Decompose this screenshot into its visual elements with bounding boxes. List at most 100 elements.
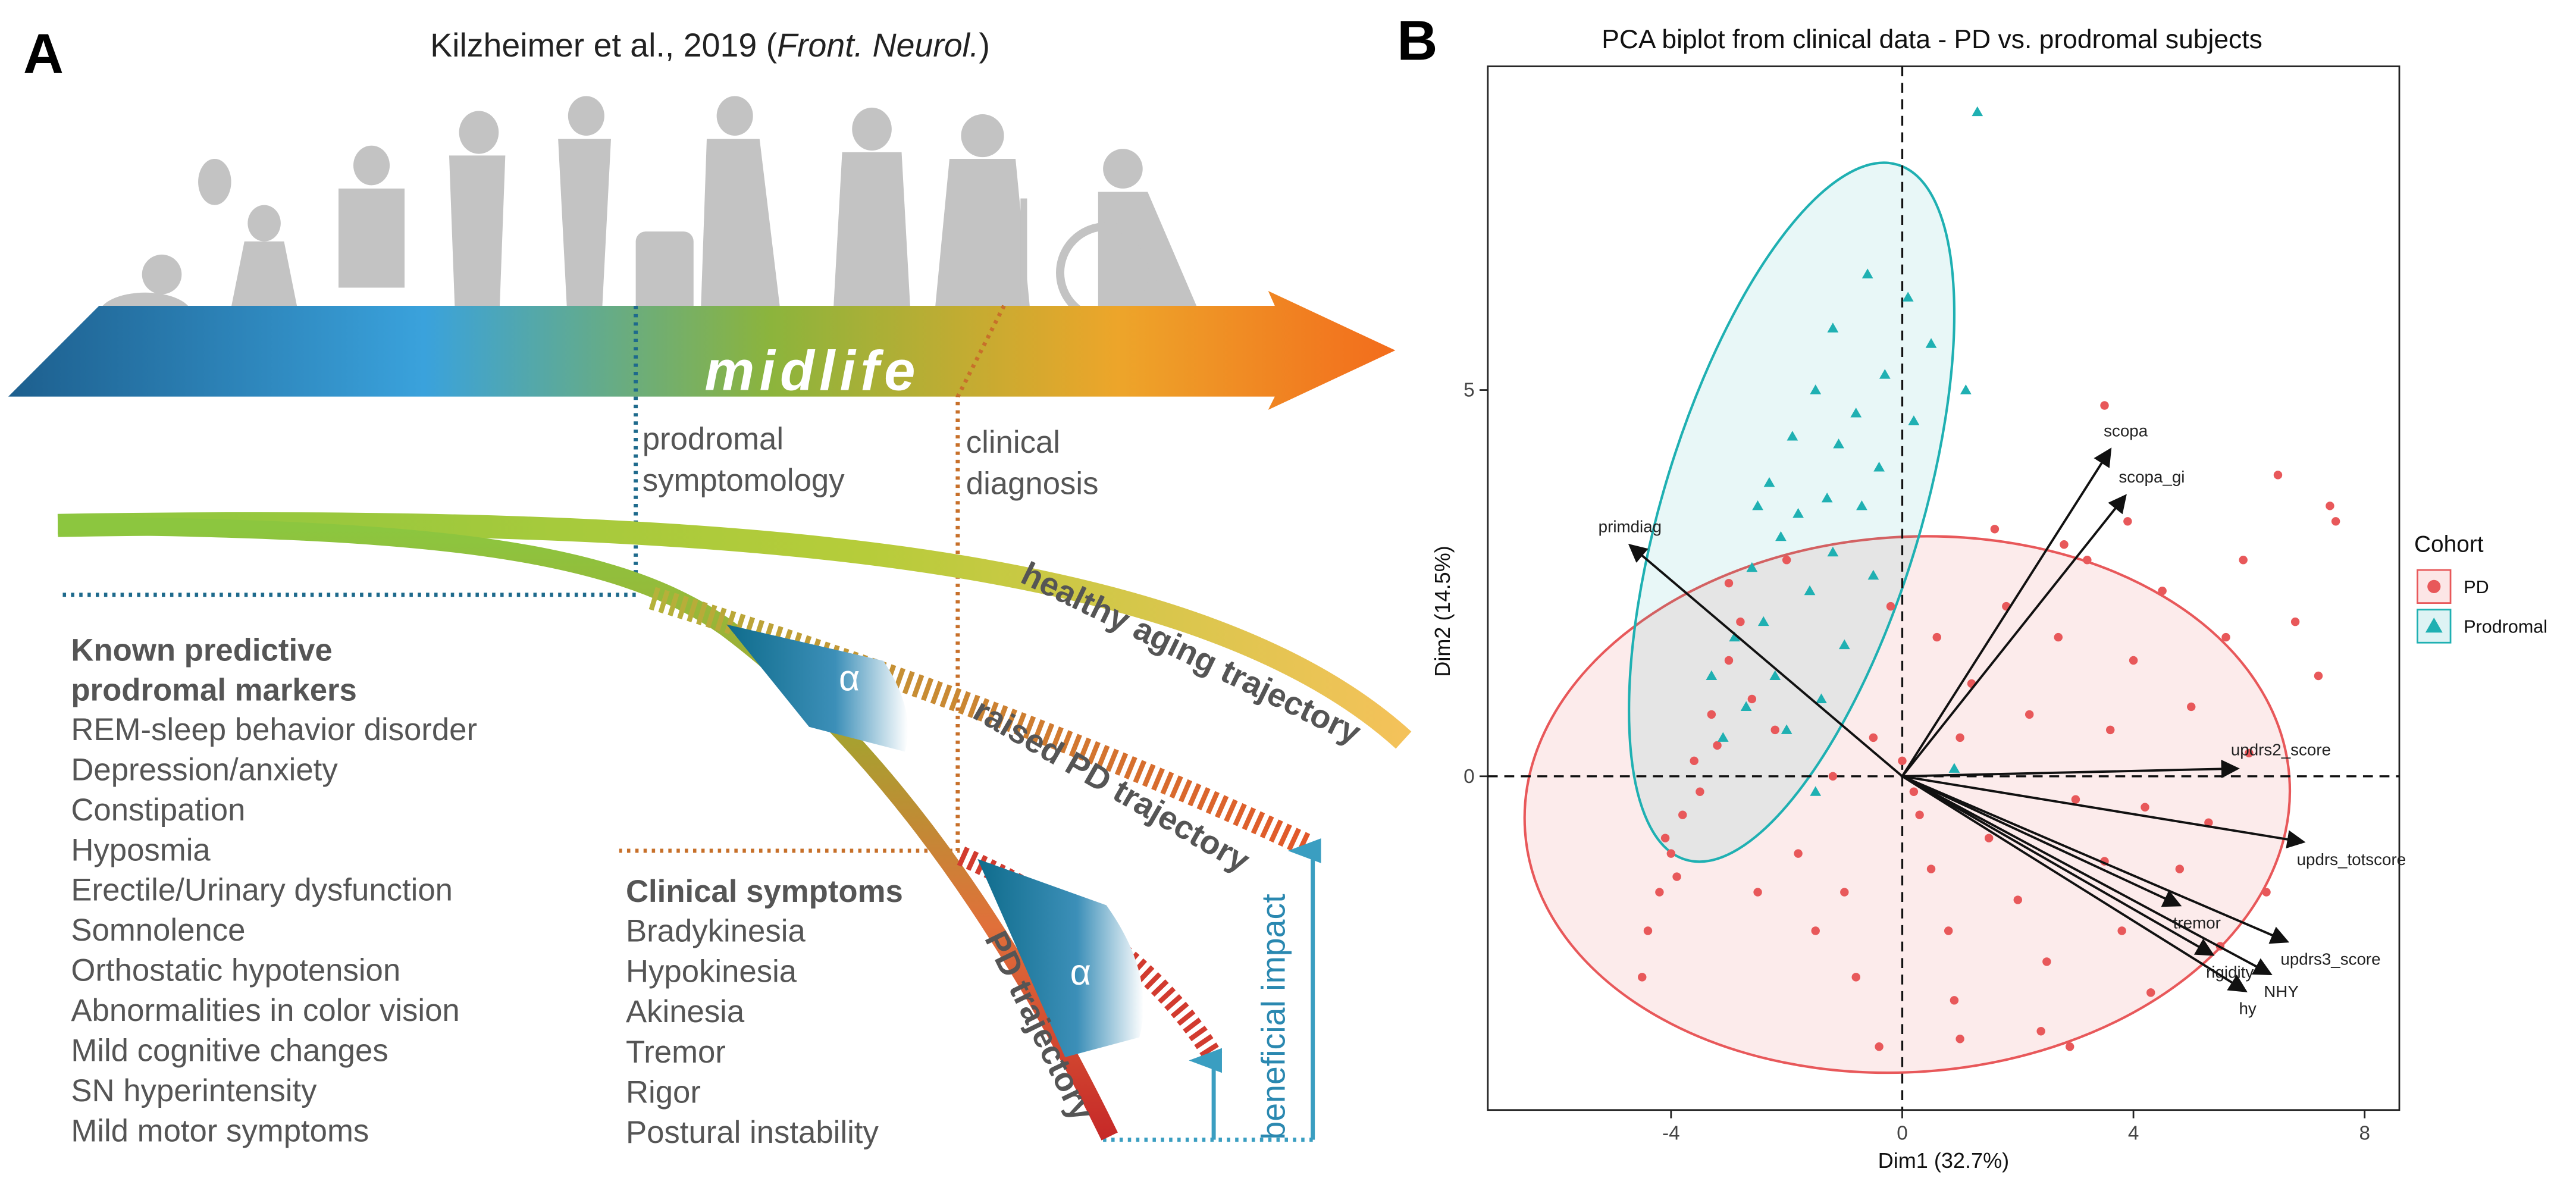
plot-frame xyxy=(1487,65,2400,1111)
legend-label: Prodromal xyxy=(2464,617,2547,637)
loading-label: scopa_gi xyxy=(2119,468,2185,486)
point xyxy=(1948,763,1960,773)
point xyxy=(1944,926,1953,935)
panel-label: B xyxy=(1397,9,1437,71)
symptom-item: Bradykinesia xyxy=(626,914,806,949)
point xyxy=(1873,462,1885,472)
symptom-item: Rigor xyxy=(626,1075,701,1110)
loading-arrow xyxy=(1628,544,1903,778)
point xyxy=(1746,562,1758,572)
point xyxy=(2146,988,2155,997)
point xyxy=(1850,408,1862,418)
point xyxy=(1915,810,1924,819)
point xyxy=(1752,500,1763,510)
point xyxy=(1740,701,1752,711)
stage-label: prodromal xyxy=(643,421,784,456)
point xyxy=(1782,556,1791,565)
point xyxy=(1775,531,1787,541)
loading-label: rigidity xyxy=(2206,963,2254,982)
point xyxy=(2326,502,2334,510)
stage-label: diagnosis xyxy=(966,466,1099,501)
marker-item: Erectile/Urinary dysfunction xyxy=(71,873,453,908)
point xyxy=(1875,1042,1884,1051)
point xyxy=(1926,864,1936,873)
healthy-label: healthy aging trajectory xyxy=(1016,555,1367,751)
marker-item: Mild motor symptoms xyxy=(71,1113,369,1148)
loading-label: updrs2_score xyxy=(2231,741,2331,759)
point xyxy=(1810,384,1822,394)
silhouettes xyxy=(99,96,1198,336)
point xyxy=(1821,492,1833,503)
midlife-label: midlife xyxy=(704,340,920,402)
point xyxy=(1925,338,1937,348)
point xyxy=(2204,818,2213,827)
point xyxy=(1672,872,1681,881)
marker-item: Somnolence xyxy=(71,913,245,948)
point xyxy=(1747,694,1757,704)
point xyxy=(1655,888,1664,897)
point xyxy=(1886,601,1895,611)
loading-arrow xyxy=(1901,775,2182,907)
point xyxy=(1908,415,1920,425)
point xyxy=(1729,631,1741,642)
point xyxy=(2106,725,2115,735)
point xyxy=(2042,957,2051,966)
title-part: Kilzheimer et al., 2019 ( xyxy=(430,27,778,64)
marker-item: SN hyperintensity xyxy=(71,1073,317,1108)
point xyxy=(1960,384,1972,394)
lists: REM-sleep behavior disorder Depression/an… xyxy=(71,712,879,1150)
pd-ellipse xyxy=(1523,535,2292,1074)
point xyxy=(1643,926,1653,935)
stage-label: clinical xyxy=(966,425,1060,460)
point xyxy=(1898,756,1907,766)
x-tick-label: 4 xyxy=(2128,1123,2139,1145)
point xyxy=(1827,322,1839,333)
point xyxy=(2054,632,2063,642)
loading-label: hy xyxy=(2239,1000,2256,1018)
legend-title: Cohort xyxy=(2414,532,2484,557)
point xyxy=(2427,579,2441,593)
point xyxy=(1838,639,1850,650)
loading-arrow xyxy=(1901,775,2290,944)
stage-label: symptomology xyxy=(643,463,845,498)
loading-arrow xyxy=(1902,759,2240,778)
point xyxy=(2273,471,2283,480)
point xyxy=(2239,556,2248,565)
raised-trajectory xyxy=(648,587,1313,857)
point xyxy=(2129,656,2138,665)
panel-title: Kilzheimer et al., 2019 (Front. Neurol.) xyxy=(430,27,990,64)
point xyxy=(2065,1042,2074,1051)
y-tick-label: 0 xyxy=(1464,766,1475,788)
symptom-item: Postural instability xyxy=(626,1115,879,1150)
point xyxy=(1990,525,2000,534)
point xyxy=(1666,849,1676,858)
loading-label: scopa xyxy=(2104,421,2148,440)
list-heading: Known predictive xyxy=(71,633,332,668)
point xyxy=(1781,724,1792,734)
point xyxy=(1706,670,1718,681)
point xyxy=(1909,787,1919,796)
marker-item: Depression/anxiety xyxy=(71,752,338,787)
point xyxy=(1787,431,1798,441)
point xyxy=(2290,617,2300,626)
point xyxy=(1770,725,1779,735)
loading-label: NHY xyxy=(2264,982,2299,1001)
marker-item: Mild cognitive changes xyxy=(71,1033,388,1069)
point xyxy=(2175,864,2185,873)
point xyxy=(2314,671,2323,681)
x-tick-label: 0 xyxy=(1897,1123,1908,1145)
legend-label: PD xyxy=(2464,577,2489,597)
x-axis-label: Dim1 (32.7%) xyxy=(1878,1148,2010,1173)
point xyxy=(1794,849,1803,858)
point xyxy=(1638,973,1647,982)
point xyxy=(1984,834,1994,842)
point xyxy=(1736,617,1745,626)
point xyxy=(1972,106,1983,117)
panel-label: A xyxy=(23,23,64,85)
point xyxy=(1827,546,1839,557)
point xyxy=(2013,895,2022,904)
point xyxy=(1707,710,1716,719)
point xyxy=(2036,1027,2045,1036)
point xyxy=(1869,733,1878,742)
